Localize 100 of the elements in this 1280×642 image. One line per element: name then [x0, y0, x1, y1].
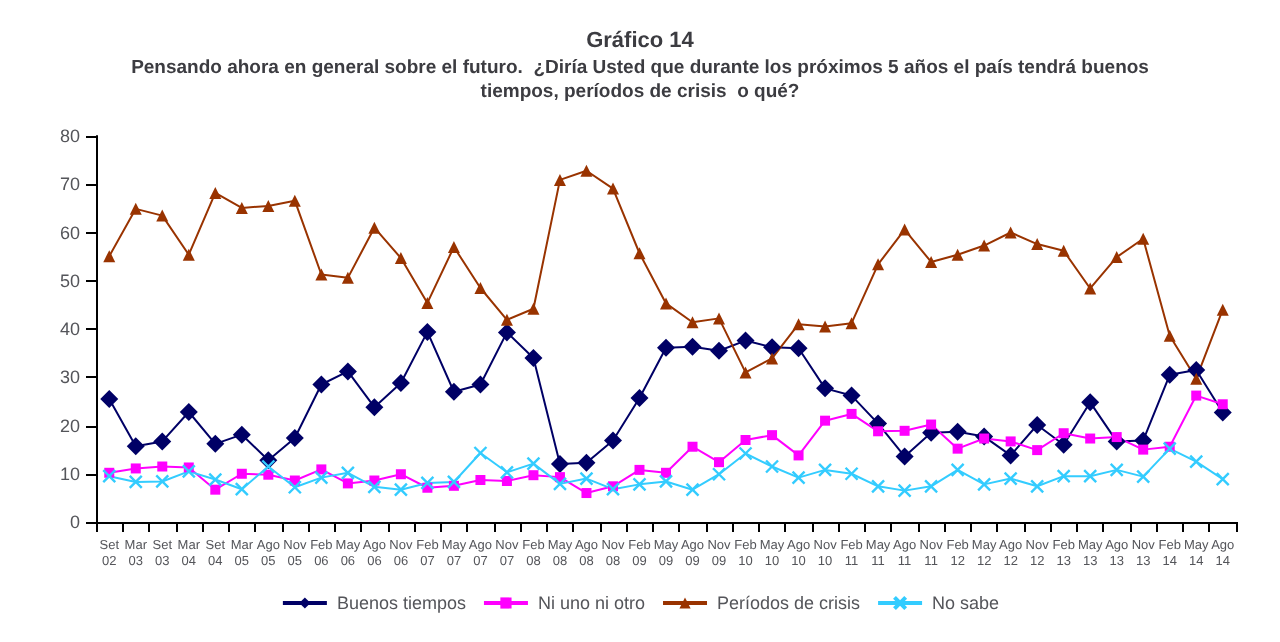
- point: [740, 434, 751, 445]
- point: [1005, 436, 1016, 447]
- point: [367, 479, 382, 494]
- point: [952, 443, 963, 454]
- point: [471, 375, 490, 394]
- y-tick-label: 80: [59, 126, 80, 146]
- point: [288, 194, 301, 207]
- y-tick-label: 20: [59, 415, 80, 436]
- point: [553, 173, 566, 186]
- point: [528, 470, 539, 481]
- point: [393, 482, 409, 497]
- point: [899, 425, 910, 436]
- point: [897, 483, 912, 498]
- y-tick-label: 40: [59, 319, 80, 339]
- legend-label: No sabe: [932, 593, 1000, 613]
- point: [314, 470, 329, 485]
- y-tick-label: 30: [59, 367, 80, 388]
- point: [816, 379, 835, 398]
- point: [526, 456, 541, 471]
- point: [895, 447, 914, 466]
- point: [263, 469, 274, 480]
- point: [873, 426, 884, 437]
- point: [1111, 432, 1122, 443]
- point: [1109, 462, 1124, 478]
- point: [156, 209, 169, 222]
- point: [736, 331, 755, 350]
- point: [1216, 303, 1229, 316]
- point: [767, 430, 778, 441]
- y-tick-label: 10: [59, 463, 80, 484]
- point: [766, 352, 779, 365]
- point: [179, 402, 198, 421]
- point: [365, 398, 384, 417]
- point: [791, 470, 806, 485]
- point: [236, 468, 247, 479]
- point: [1136, 469, 1151, 484]
- point: [714, 457, 725, 468]
- point: [1110, 251, 1123, 264]
- y-tick-label: 60: [59, 222, 80, 243]
- point: [603, 431, 622, 450]
- point: [632, 477, 647, 492]
- point: [657, 338, 675, 357]
- point: [1029, 479, 1045, 494]
- point: [898, 223, 911, 236]
- point: [634, 464, 645, 475]
- point: [1032, 445, 1043, 456]
- point: [658, 474, 674, 489]
- point: [844, 466, 859, 481]
- point: [687, 441, 698, 452]
- point: [710, 341, 729, 360]
- point: [1004, 226, 1017, 239]
- point: [181, 464, 196, 479]
- point: [527, 302, 540, 315]
- point: [206, 434, 225, 453]
- point: [552, 476, 568, 492]
- point: [845, 317, 858, 330]
- point: [1081, 393, 1100, 412]
- point: [1190, 372, 1203, 385]
- point: [155, 474, 170, 489]
- point: [711, 467, 727, 482]
- point: [1215, 471, 1230, 487]
- point: [1217, 399, 1228, 410]
- point: [368, 221, 381, 234]
- point: [923, 479, 939, 494]
- point: [287, 480, 303, 495]
- point: [444, 382, 463, 401]
- point: [524, 348, 543, 367]
- point: [738, 446, 753, 461]
- point: [232, 425, 251, 444]
- point: [763, 338, 782, 357]
- point: [976, 477, 992, 492]
- point: [421, 296, 434, 309]
- point: [683, 337, 702, 356]
- point: [948, 422, 967, 441]
- point: [342, 478, 353, 489]
- point: [157, 461, 168, 472]
- point: [606, 182, 619, 195]
- point: [581, 488, 592, 499]
- point: [128, 474, 143, 490]
- point: [261, 459, 276, 474]
- point: [1058, 428, 1069, 439]
- point: [792, 318, 805, 331]
- chart-subtitle: Pensando ahora en general sobre el futuro. ¿Diría Usted que durante los próximos 5 años el país tendrá buenos tiempos, períodos de crisis o qué?: [131, 57, 1149, 103]
- point: [475, 475, 486, 486]
- point: [1084, 282, 1097, 295]
- point: [1160, 365, 1179, 384]
- point: [103, 250, 116, 263]
- point: [1191, 390, 1202, 401]
- legend-label: Ni uno ni otro: [537, 593, 646, 613]
- point: [182, 248, 195, 261]
- point: [262, 199, 275, 212]
- point: [338, 362, 357, 381]
- point: [660, 297, 672, 310]
- y-tick-label: 0: [69, 512, 80, 532]
- point: [870, 479, 886, 494]
- point: [1163, 329, 1176, 342]
- point: [1028, 416, 1047, 435]
- point: [208, 472, 223, 487]
- point: [447, 240, 460, 253]
- y-tick-label: 70: [59, 174, 80, 195]
- point: [500, 313, 513, 326]
